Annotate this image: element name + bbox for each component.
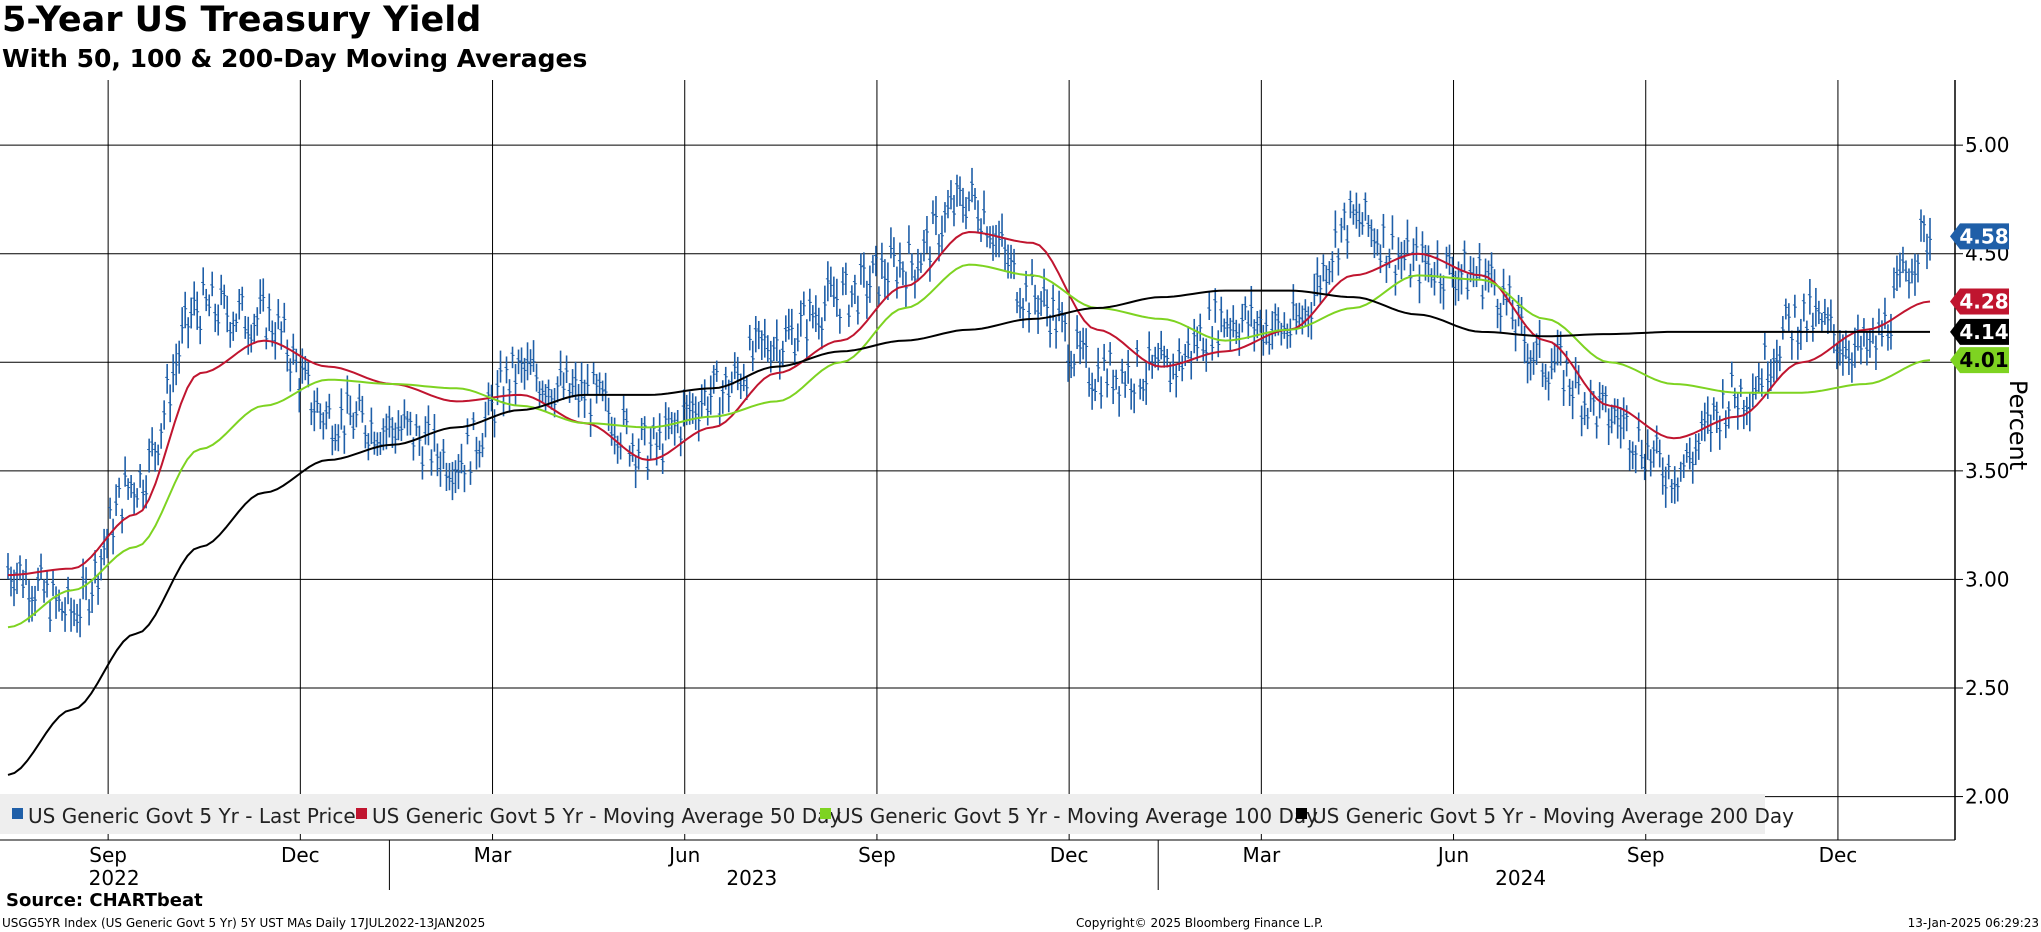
y-axis-label: Percent bbox=[2004, 380, 2032, 470]
footer-timestamp: 13-Jan-2025 06:29:23 bbox=[1907, 916, 2039, 930]
last-value-tag: 4.28 bbox=[1950, 288, 2009, 315]
tag-shape bbox=[1950, 318, 2009, 345]
x-month-label: Sep bbox=[89, 843, 127, 867]
legend-swatch bbox=[820, 808, 831, 819]
tag-value: 4.01 bbox=[1959, 348, 2008, 372]
chart-subtitle: With 50, 100 & 200-Day Moving Averages bbox=[2, 44, 588, 73]
legend-swatch bbox=[356, 808, 367, 819]
legend-label: US Generic Govt 5 Yr - Last Price bbox=[28, 804, 356, 828]
axes: 2.002.503.003.504.004.505.00SepDecMarJun… bbox=[0, 80, 2032, 890]
tag-value: 4.14 bbox=[1959, 320, 2008, 344]
series-ma-50 bbox=[7, 230, 1931, 577]
last-value-tag: 4.14 bbox=[1950, 318, 2009, 345]
footer-copyright: Copyright© 2025 Bloomberg Finance L.P. bbox=[1076, 916, 1324, 930]
legend-swatch bbox=[1296, 808, 1307, 819]
last-value-tag: 4.01 bbox=[1950, 347, 2009, 374]
series-layer bbox=[6, 167, 1932, 776]
x-month-label: Mar bbox=[474, 843, 513, 867]
legend-label: US Generic Govt 5 Yr - Moving Average 20… bbox=[1312, 804, 1794, 828]
tag-shape bbox=[1950, 223, 2009, 250]
legend-item: US Generic Govt 5 Yr - Moving Average 10… bbox=[820, 804, 1318, 828]
tag-shape bbox=[1950, 347, 2009, 374]
legend: US Generic Govt 5 Yr - Last Price US Gene… bbox=[0, 794, 1794, 834]
series-ma-100 bbox=[7, 263, 1931, 629]
y-tick-label: 2.00 bbox=[1965, 785, 2010, 809]
x-month-label: Sep bbox=[1627, 843, 1665, 867]
legend-item: US Generic Govt 5 Yr - Last Price bbox=[12, 804, 356, 828]
legend-swatch bbox=[12, 808, 23, 819]
series-ma-200 bbox=[7, 289, 1930, 776]
legend-item: US Generic Govt 5 Yr - Moving Average 20… bbox=[1296, 804, 1794, 828]
y-tick-label: 5.00 bbox=[1965, 133, 2010, 157]
last-value-tags: 4.58 4.28 4.14 4.01 bbox=[1950, 223, 2009, 374]
legend-box bbox=[0, 794, 1765, 834]
gridlines bbox=[0, 80, 1955, 840]
x-month-label: Dec bbox=[281, 843, 320, 867]
tag-value: 4.28 bbox=[1959, 289, 2008, 313]
tag-value: 4.58 bbox=[1959, 224, 2008, 248]
y-tick-label: 3.00 bbox=[1965, 567, 2010, 591]
x-month-label: Dec bbox=[1819, 843, 1858, 867]
x-year-label: 2024 bbox=[1495, 866, 1546, 890]
chart-area: 2.002.503.003.504.004.505.00SepDecMarJun… bbox=[0, 80, 2032, 890]
footer-ticker: USGG5YR Index (US Generic Govt 5 Yr) 5Y … bbox=[2, 916, 486, 930]
x-month-label: Jun bbox=[1436, 843, 1469, 867]
y-tick-label: 3.50 bbox=[1965, 459, 2010, 483]
x-month-label: Mar bbox=[1242, 843, 1281, 867]
x-month-label: Jun bbox=[667, 843, 700, 867]
source-note: Source: CHARTbeat bbox=[6, 890, 203, 911]
x-year-label: 2022 bbox=[89, 866, 140, 890]
x-month-label: Sep bbox=[858, 843, 896, 867]
chart-title: 5-Year US Treasury Yield bbox=[2, 0, 482, 40]
legend-item: US Generic Govt 5 Yr - Moving Average 50… bbox=[356, 804, 841, 828]
tag-shape bbox=[1950, 288, 2009, 315]
x-year-label: 2023 bbox=[726, 866, 777, 890]
y-tick-label: 2.50 bbox=[1965, 676, 2010, 700]
legend-label: US Generic Govt 5 Yr - Moving Average 10… bbox=[836, 804, 1318, 828]
legend-label: US Generic Govt 5 Yr - Moving Average 50… bbox=[372, 804, 841, 828]
x-month-label: Dec bbox=[1050, 843, 1089, 867]
last-value-tag: 4.58 bbox=[1950, 223, 2009, 250]
series-last-price bbox=[6, 167, 1932, 638]
